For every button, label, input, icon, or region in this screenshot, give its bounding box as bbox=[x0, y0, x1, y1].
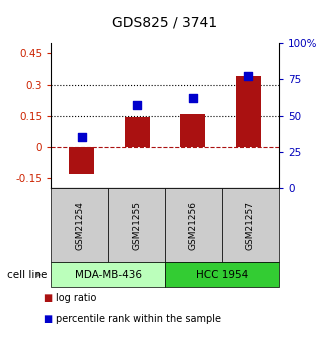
Text: ■: ■ bbox=[43, 314, 52, 324]
Text: GSM21256: GSM21256 bbox=[189, 200, 198, 250]
Text: percentile rank within the sample: percentile rank within the sample bbox=[56, 314, 221, 324]
Text: GSM21255: GSM21255 bbox=[132, 200, 141, 250]
Text: log ratio: log ratio bbox=[56, 294, 96, 303]
Point bbox=[135, 103, 140, 108]
Text: ■: ■ bbox=[43, 294, 52, 303]
Point bbox=[190, 96, 195, 101]
Point bbox=[79, 135, 84, 140]
Bar bbox=[180, 114, 205, 147]
Text: GSM21257: GSM21257 bbox=[246, 200, 255, 250]
Text: HCC 1954: HCC 1954 bbox=[196, 270, 248, 279]
Text: GSM21254: GSM21254 bbox=[75, 201, 84, 249]
Point bbox=[246, 74, 251, 79]
Text: cell line: cell line bbox=[7, 270, 47, 279]
Text: MDA-MB-436: MDA-MB-436 bbox=[75, 270, 142, 279]
FancyArrowPatch shape bbox=[36, 273, 40, 277]
Bar bbox=[69, 147, 94, 174]
Bar bbox=[236, 76, 261, 147]
Bar bbox=[125, 117, 150, 147]
Text: GDS825 / 3741: GDS825 / 3741 bbox=[113, 16, 217, 30]
